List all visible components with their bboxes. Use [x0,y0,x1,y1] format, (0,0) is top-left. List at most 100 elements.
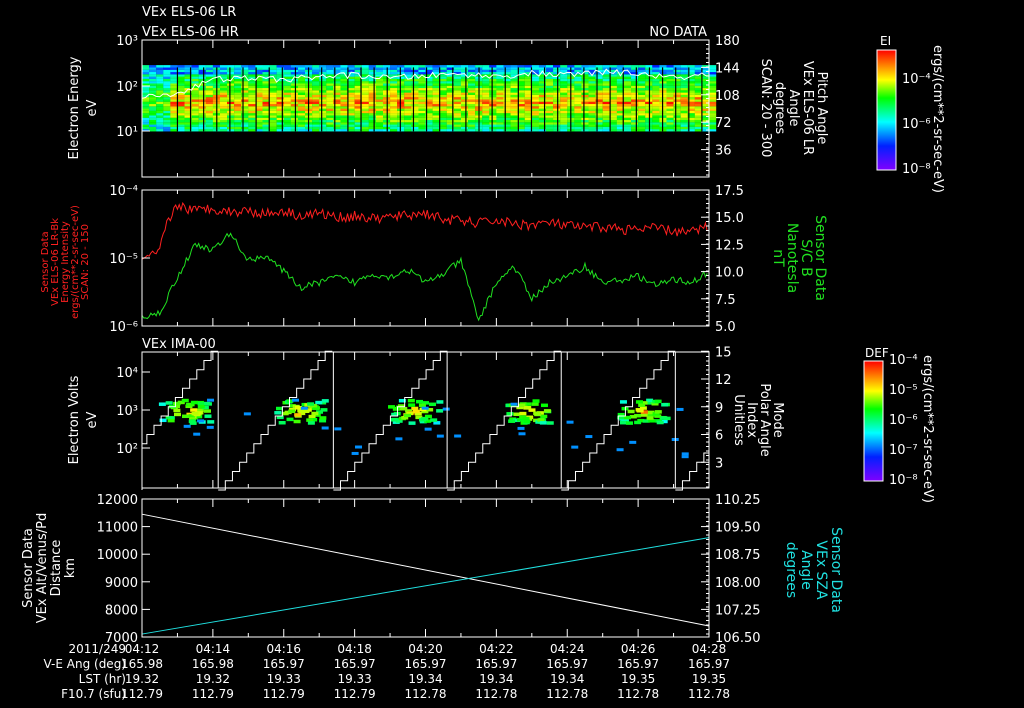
spectrogram-cell [170,126,178,130]
spectrogram-cell [205,117,213,121]
spectrogram-cell [510,78,518,82]
spectrogram-cell [382,71,391,75]
spectrogram-cell [158,402,166,406]
spectrogram-cell [609,117,617,121]
spectrogram-cell [156,124,164,127]
spectrogram-cell [191,119,199,123]
y2-tick-label: 108 [715,89,740,104]
spectrogram-cell [418,103,426,107]
spectrogram-cell [248,103,256,107]
spectrogram-cell [638,78,646,82]
spectrogram-cell [184,119,192,123]
spectrogram-cell [297,113,306,116]
spectrogram-cell [496,67,504,70]
spectrogram-cell [205,65,213,68]
spectrogram-cell [531,126,540,130]
spectrogram-cell [701,103,710,107]
spectrogram-cell [375,83,384,86]
spectrogram-cell [286,417,294,422]
spectrogram-cell [709,108,717,111]
spectrogram-cell [382,67,391,70]
spectrogram-cell [639,406,647,410]
spectrogram-cell [205,110,213,114]
spectrogram-cell [297,408,305,413]
spectrogram-cell [496,97,504,100]
spectrogram-cell [354,99,362,102]
spectrogram-cell [489,97,497,100]
footer-value-f107: 112.79 [192,687,234,701]
spectrogram-cell [163,78,171,82]
spectrogram-cell [375,74,384,77]
spectrogram-cell [184,90,192,93]
spectrogram-cell [177,87,185,91]
spectrogram-cell [425,81,433,84]
spectrogram-cell [553,78,561,82]
spectrogram-cell [149,110,157,114]
spectrogram-cell [248,87,256,91]
spectrogram-cell [581,71,589,75]
spectrogram-cell [163,87,171,91]
spectrogram-cell [198,76,206,79]
spectrogram-cell [623,92,632,95]
spectrogram-cell [581,129,589,132]
spectrogram-cell [269,99,277,102]
spectrogram-cell [149,119,157,123]
spectrogram-cell [468,101,476,105]
spectrogram-cell [227,94,235,98]
spectrogram-cell [574,92,582,95]
spectrogram-cell [510,99,518,102]
spectrogram-cell [276,110,284,114]
colorbar-def-tick: 10⁻⁶ [889,413,918,428]
spectrogram-cell [545,97,554,100]
spectrogram-cell [276,126,284,130]
spectrogram-cell [149,122,157,125]
spectrogram-cell [163,129,171,132]
spectrogram-cell [489,122,497,125]
spectrogram-cell [616,448,624,452]
spectrogram-cell [595,87,603,91]
spectrogram-cell [609,110,617,114]
spectrogram-cell [545,81,554,84]
spectrogram-cell [446,113,454,116]
polar-angle-index-line [333,350,448,491]
spectrogram-cell [673,124,681,127]
spectrogram-cell [436,434,444,438]
spectrogram-cell [538,108,547,111]
spectrogram-cell [545,85,554,89]
spectrogram-cell [581,81,589,84]
spectrogram-cell [482,99,490,102]
spectrogram-cell [361,115,369,118]
spectrogram-cell [198,99,206,102]
spectrogram-cell [390,85,398,89]
y2-axis-label: VEx SZA [813,540,829,600]
spectrogram-cell [645,124,653,127]
spectrogram-cell [424,427,432,431]
spectrogram-cell [205,69,213,73]
spectrogram-cell [652,108,660,111]
spectrogram-cell [609,113,617,116]
spectrogram-cell [517,122,525,125]
spectrogram-cell [368,113,376,116]
spectrogram-cell [446,110,454,114]
spectrogram-cell [638,113,646,116]
spectrogram-cell [701,83,710,86]
spectrogram-cell [709,124,717,127]
spectrogram-cell [382,69,391,73]
spectrogram-cell [354,129,362,132]
spectrogram-cell [425,108,433,111]
spectrogram-cell [219,92,228,95]
spectrogram-cell [227,122,235,125]
y-tick-label: 12000 [97,493,138,508]
spectrogram-cell [354,65,362,68]
spectrogram-cell [553,129,561,132]
spectrogram-cell [595,76,603,79]
spectrogram-cell [647,410,655,415]
spectrogram-cell [290,76,299,79]
spectrogram-cell [531,85,540,89]
spectrogram-cell [142,65,150,68]
spectrogram-cell [400,406,408,411]
spectrogram-cell [326,103,334,107]
spectrogram-cell [340,108,348,111]
spectrogram-cell [595,108,603,111]
spectrogram-cell [496,69,504,73]
